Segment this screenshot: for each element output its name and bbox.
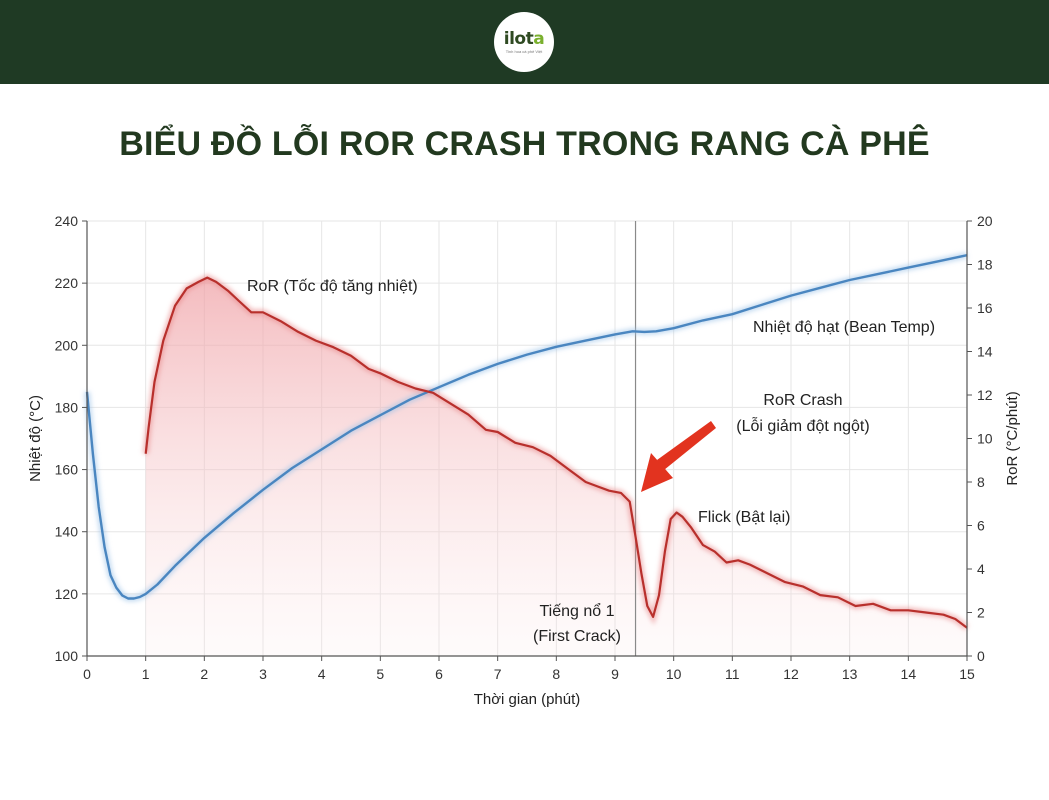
y-left-tick-label: 220 bbox=[55, 275, 79, 291]
bean-temp-line bbox=[85, 254, 968, 600]
axes: 0 1 2 3 4 5 6 7 8 9 10 11 12 13 14 15100120140160180200… bbox=[27, 213, 1021, 708]
y-left-tick-label: 200 bbox=[55, 337, 79, 353]
x-tick-label: 13 bbox=[842, 666, 858, 682]
brand-logo[interactable]: ilota Tinh hoa cà phê Việt bbox=[494, 12, 554, 72]
y-left-tick-label: 120 bbox=[55, 586, 79, 602]
logo-tagline: Tinh hoa cà phê Việt bbox=[505, 48, 543, 54]
y-left-axis-title: Nhiệt độ (°C) bbox=[27, 395, 44, 482]
x-tick-label: 5 bbox=[376, 666, 384, 682]
header-bar: ilota Tinh hoa cà phê Việt bbox=[0, 0, 1049, 84]
y-right-tick-label: 18 bbox=[977, 257, 993, 273]
first-crack-label: Tiếng nổ 1 bbox=[539, 602, 614, 620]
x-tick-label: 14 bbox=[901, 666, 917, 682]
flick-label: Flick (Bật lại) bbox=[698, 509, 790, 526]
x-tick-label: 4 bbox=[318, 666, 326, 682]
x-tick-label: 11 bbox=[725, 666, 740, 682]
ror-crash-sublabel: (Lỗi giảm đột ngột) bbox=[736, 416, 869, 435]
first-crack-sublabel: (First Crack) bbox=[533, 628, 621, 645]
x-tick-label: 12 bbox=[783, 666, 799, 682]
page-title: BIỂU ĐỒ LỖI ROR CRASH TRONG RANG CÀ PHÊ bbox=[119, 125, 930, 163]
x-tick-label: 1 bbox=[142, 666, 150, 682]
x-tick-label: 3 bbox=[259, 666, 267, 682]
ror-area bbox=[145, 277, 967, 656]
x-tick-label: 2 bbox=[200, 666, 208, 682]
logo-wordmark: ilota bbox=[503, 28, 545, 49]
y-left-tick-label: 180 bbox=[55, 399, 79, 415]
bean-temp-series-label: Nhiệt độ hạt (Bean Temp) bbox=[753, 319, 935, 336]
x-tick-label: 10 bbox=[666, 666, 682, 682]
y-left-tick-label: 100 bbox=[55, 648, 79, 664]
y-right-tick-label: 16 bbox=[977, 300, 993, 316]
series-lines bbox=[84, 252, 969, 631]
y-right-tick-label: 14 bbox=[977, 344, 993, 360]
y-right-axis-title: RoR (°C/phút) bbox=[1004, 391, 1021, 485]
annotations: RoR (Tốc độ tăng nhiệt) Nhiệt độ hạt (Bea… bbox=[247, 278, 935, 645]
ror-area-fill bbox=[145, 277, 967, 656]
y-right-tick-label: 2 bbox=[977, 605, 985, 621]
y-right-tick-label: 0 bbox=[977, 648, 985, 664]
y-right-tick-label: 12 bbox=[977, 387, 993, 403]
y-left-tick-label: 140 bbox=[55, 524, 79, 540]
y-right-tick-label: 8 bbox=[977, 474, 985, 490]
y-left-tick-label: 240 bbox=[55, 213, 79, 229]
x-tick-label: 9 bbox=[611, 666, 619, 682]
y-left-tick-label: 160 bbox=[55, 462, 79, 478]
x-tick-label: 8 bbox=[552, 666, 560, 682]
x-axis-title: Thời gian (phút) bbox=[474, 691, 581, 708]
y-right-tick-label: 10 bbox=[977, 431, 993, 447]
ror-chart: 0 1 2 3 4 5 6 7 8 9 10 11 12 13 14 15100120140160180200… bbox=[27, 213, 1021, 708]
y-right-tick-label: 6 bbox=[977, 518, 985, 534]
crash-arrow-head bbox=[641, 453, 673, 492]
x-tick-label: 7 bbox=[494, 666, 502, 682]
ror-crash-label: RoR Crash bbox=[763, 392, 842, 409]
ror-series-label: RoR (Tốc độ tăng nhiệt) bbox=[247, 278, 418, 295]
x-tick-label: 6 bbox=[435, 666, 443, 682]
x-tick-label: 0 bbox=[83, 666, 91, 682]
crash-arrow-shaft bbox=[657, 421, 716, 470]
y-right-tick-label: 20 bbox=[977, 213, 993, 229]
ror-line bbox=[144, 276, 968, 629]
x-tick-label: 15 bbox=[959, 666, 975, 682]
y-right-tick-label: 4 bbox=[977, 561, 985, 577]
